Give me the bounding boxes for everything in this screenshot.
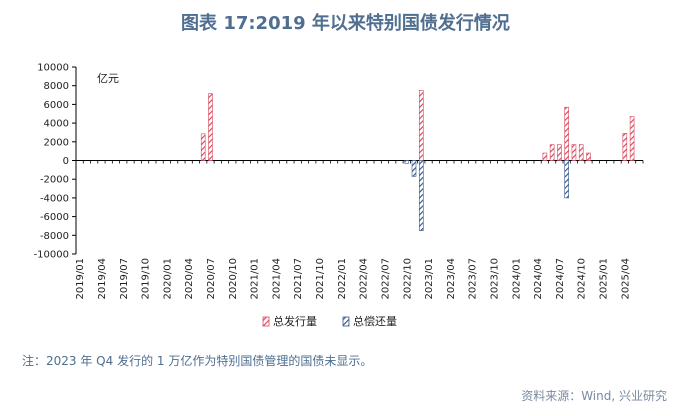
- issue-bar: [571, 144, 577, 161]
- legend: 总发行量 总偿还量: [262, 314, 397, 328]
- y-axis: 10000 8000 6000 4000 2000 0 -2000 -4000 -6000 -80…: [34, 63, 77, 261]
- x-tick-label: 2019/04: [97, 258, 108, 300]
- x-tick-label: 2023/07: [468, 258, 479, 300]
- x-tick-label: 2023/04: [446, 258, 457, 300]
- x-tick-label: 2023/10: [489, 258, 500, 300]
- x-tick-label: 2021/04: [271, 258, 282, 300]
- x-tick-label: 2020/07: [206, 258, 217, 300]
- legend-swatch: [262, 316, 270, 327]
- x-tick-label: 2021/07: [293, 258, 304, 300]
- chart-title: 图表 17:2019 年以来特别国债发行情况: [181, 13, 510, 34]
- repay-bar: [418, 160, 424, 231]
- y-tick-label: 10000: [37, 63, 69, 74]
- x-tick-label: 2024/01: [511, 258, 522, 300]
- x-tick-label: 2020/10: [228, 258, 239, 300]
- legend-label: 总偿还量: [353, 314, 397, 328]
- footnote: 注：2023 年 Q4 发行的 1 万亿作为特别国债管理的国债未显示。: [22, 354, 373, 368]
- x-tick-label: 2023/01: [424, 258, 435, 300]
- y-tick-label: -10000: [34, 250, 69, 261]
- issue-bar: [578, 144, 584, 161]
- x-tick-label: 2020/04: [184, 258, 195, 300]
- repay-bar: [564, 160, 569, 199]
- x-tick-label: 2025/04: [620, 258, 631, 300]
- y-tick-label: 4000: [44, 119, 69, 130]
- issue-bar: [542, 152, 548, 161]
- issue-bar: [629, 116, 635, 161]
- x-tick-label: 2024/04: [533, 258, 544, 300]
- issue-bar: [564, 106, 569, 161]
- x-axis: 2019/01 2019/04 2019/07 2019/10 2020/01 2020/…: [75, 160, 644, 300]
- bars: [200, 90, 635, 231]
- y-tick-label: -4000: [40, 193, 69, 204]
- x-tick-label: 2019/07: [119, 258, 130, 300]
- repay-bar: [411, 160, 417, 177]
- issue-bar: [622, 133, 628, 161]
- unit-label: 亿元: [97, 72, 119, 85]
- legend-swatch: [342, 316, 350, 327]
- y-tick-label: 2000: [44, 137, 69, 148]
- y-tick-label: 0: [63, 156, 69, 167]
- x-tick-label: 2021/10: [315, 258, 326, 300]
- x-tick-label: 2019/10: [141, 258, 152, 300]
- issue-bar: [418, 90, 424, 161]
- y-tick-label: -6000: [40, 212, 69, 223]
- x-tick-label: 2022/10: [402, 258, 413, 300]
- bar-chart: 10000 8000 6000 4000 2000 0 -2000 -4000 -6000 -80…: [34, 63, 644, 328]
- x-tick-label: 2024/07: [555, 258, 566, 300]
- issue-bar: [549, 144, 555, 161]
- issue-bar: [208, 93, 213, 161]
- x-tick-label: 2020/01: [162, 258, 173, 300]
- x-tick-label: 2022/04: [359, 258, 370, 300]
- legend-label: 总发行量: [273, 314, 317, 328]
- x-tick-label: 2021/01: [250, 258, 261, 300]
- source-note: 资料来源：Wind, 兴业研究: [521, 389, 667, 403]
- x-tick-label: 2025/01: [599, 258, 610, 300]
- issue-bar: [557, 144, 562, 161]
- x-tick-label: 2022/07: [380, 258, 391, 300]
- y-tick-label: 6000: [44, 100, 69, 111]
- issue-bar: [200, 133, 206, 161]
- repay-bar: [404, 160, 410, 164]
- y-tick-label: -8000: [40, 231, 69, 242]
- x-tick-label: 2022/01: [337, 258, 348, 300]
- issue-bar: [586, 152, 591, 161]
- x-tick-label: 2019/01: [75, 258, 86, 300]
- y-tick-label: 8000: [44, 81, 69, 92]
- x-tick-label: 2024/10: [577, 258, 588, 300]
- y-tick-label: -2000: [40, 175, 69, 186]
